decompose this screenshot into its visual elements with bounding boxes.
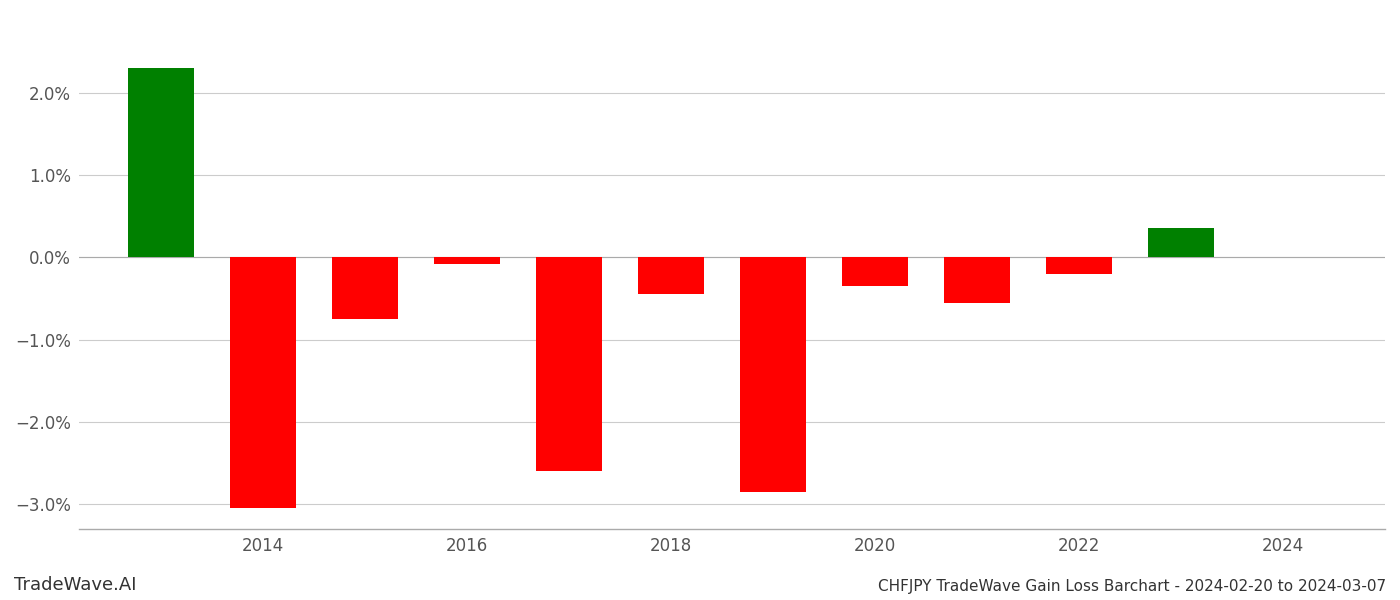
- Bar: [1148, 229, 1214, 257]
- Bar: [127, 68, 195, 257]
- Bar: [434, 257, 500, 264]
- Bar: [536, 257, 602, 471]
- Text: TradeWave.AI: TradeWave.AI: [14, 576, 137, 594]
- Bar: [944, 257, 1009, 302]
- Bar: [332, 257, 398, 319]
- Bar: [638, 257, 704, 294]
- Bar: [841, 257, 909, 286]
- Text: CHFJPY TradeWave Gain Loss Barchart - 2024-02-20 to 2024-03-07: CHFJPY TradeWave Gain Loss Barchart - 20…: [878, 579, 1386, 594]
- Bar: [1046, 257, 1112, 274]
- Bar: [739, 257, 806, 491]
- Bar: [230, 257, 295, 508]
